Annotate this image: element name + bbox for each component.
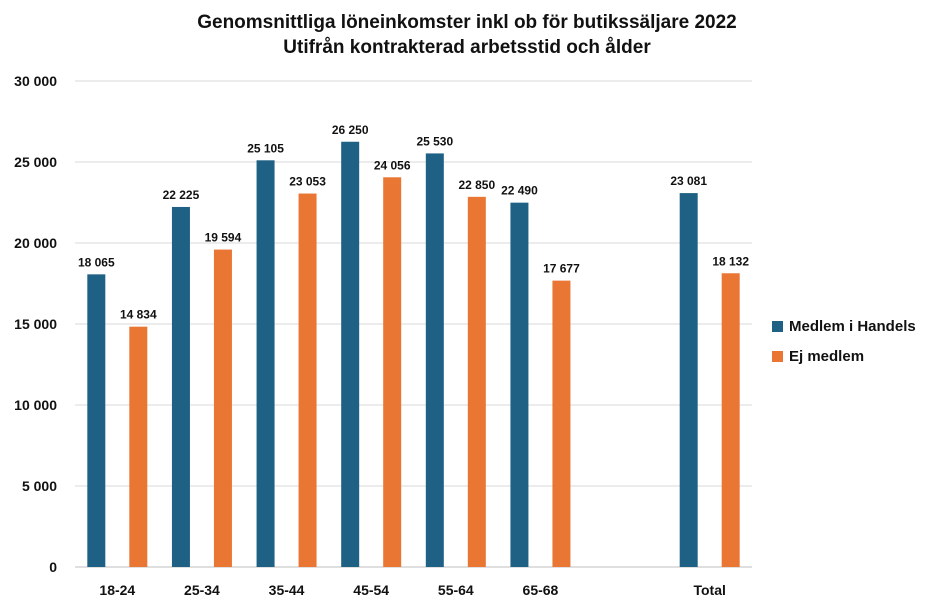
legend-label-series-2: Ej medlem [789,347,865,365]
bar-series-1 [256,160,275,567]
y-tick-label: 10 000 [14,397,57,413]
data-label: 18 065 [78,255,115,269]
y-tick-label: 15 000 [14,316,57,332]
y-tick-label: 20 000 [14,235,57,251]
y-tick-label: 30 000 [14,73,57,89]
bar-series-2 [129,326,148,567]
bar-series-1 [679,193,698,567]
x-tick-label: Total [693,582,725,598]
chart-subtitle: Utifrån kontrakterad arbetsstid och ålde… [283,37,651,58]
data-label: 25 105 [247,141,284,155]
data-label: 22 225 [163,188,200,202]
x-tick-label: 25-34 [184,582,220,598]
data-label: 26 250 [332,123,369,137]
bar-series-1 [425,153,444,567]
x-tick-label: 55-64 [438,582,474,598]
legend-label-series-1: Medlem i Handels [789,317,916,335]
legend-item-series-2: Ej medlem [772,341,916,371]
data-label: 23 081 [670,174,707,188]
bar-series-1 [171,206,190,567]
bar-series-2 [213,249,232,567]
data-label: 22 850 [458,178,495,192]
bar-series-2 [298,193,317,568]
x-tick-label: 18-24 [99,582,135,598]
data-label: 19 594 [205,231,242,245]
bar-series-1 [510,202,529,568]
legend-swatch-series-2 [772,350,783,362]
chart-title: Genomsnittliga löneinkomster inkl ob för… [197,12,737,33]
data-label: 25 530 [416,134,453,148]
bar-series-1 [87,274,106,567]
bar-series-2 [467,196,486,567]
data-label: 18 132 [712,254,749,268]
x-tick-label: 35-44 [269,582,305,598]
bar-series-2 [552,280,571,567]
legend: Medlem i Handels Ej medlem [772,311,916,371]
y-tick-label: 25 000 [14,154,57,170]
bar-series-1 [341,141,360,567]
data-label: 22 490 [501,184,538,198]
bar-series-2 [383,177,402,568]
legend-swatch-series-1 [772,320,783,332]
x-tick-label: 45-54 [353,582,389,598]
x-tick-label: 65-68 [523,582,559,598]
y-tick-label: 0 [49,559,57,575]
data-label: 14 834 [120,308,157,322]
y-tick-label: 5 000 [22,478,57,494]
bar-series-2 [721,273,740,567]
data-label: 24 056 [374,158,411,172]
data-label: 23 053 [289,175,326,189]
legend-item-series-1: Medlem i Handels [772,311,916,341]
data-label: 17 677 [543,262,580,276]
